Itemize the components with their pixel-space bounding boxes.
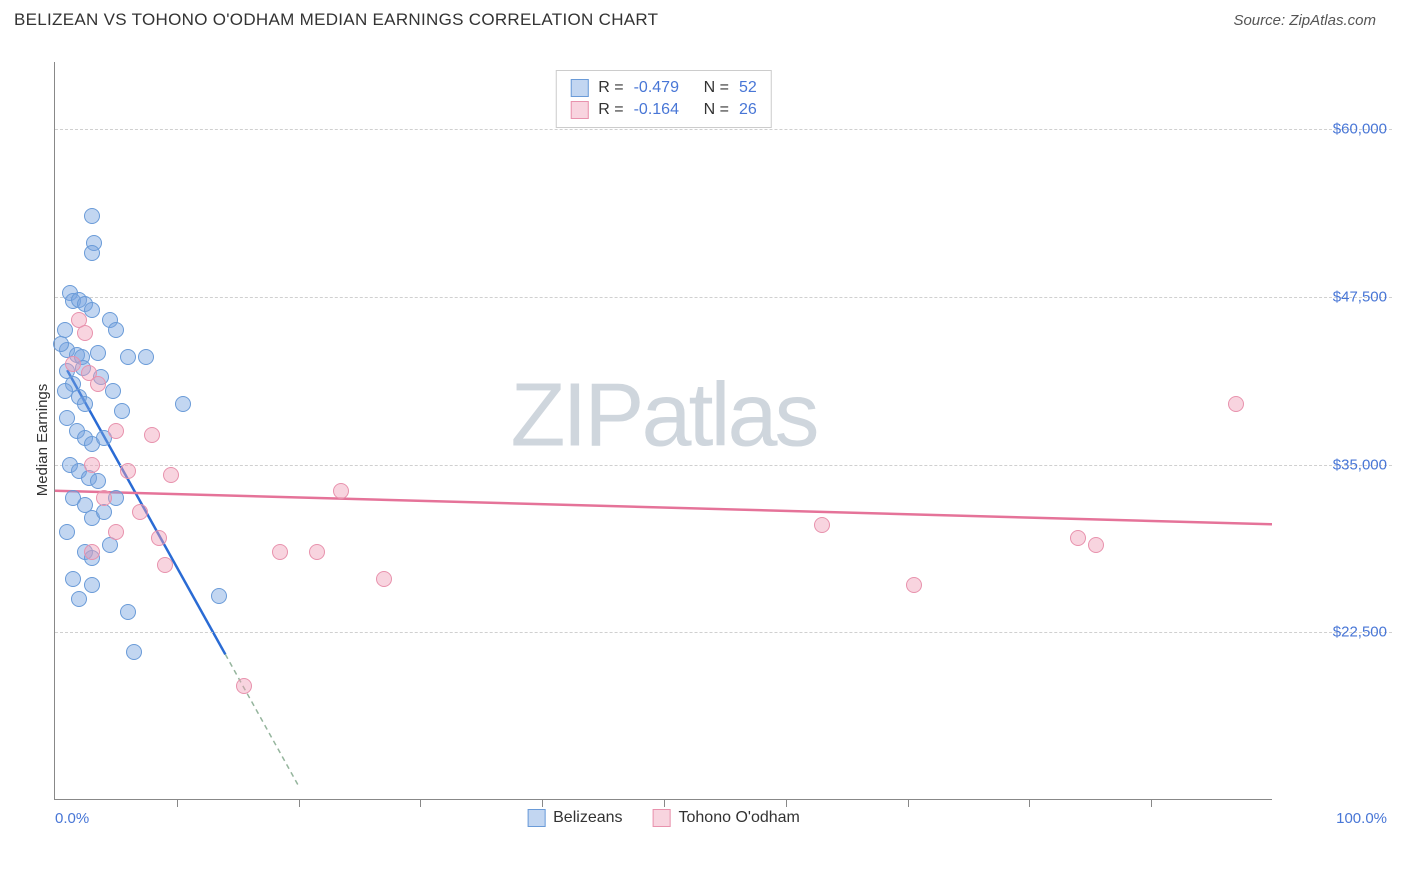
- legend-swatch: [653, 809, 671, 827]
- data-point: [120, 604, 136, 620]
- data-point: [211, 588, 227, 604]
- xaxis-min-label: 0.0%: [55, 810, 89, 827]
- data-point: [376, 571, 392, 587]
- xtick: [420, 799, 421, 807]
- legend-n-label: N =: [704, 79, 729, 97]
- data-point: [65, 571, 81, 587]
- data-point: [114, 403, 130, 419]
- series-legend-item: Belizeans: [527, 809, 622, 827]
- data-point: [108, 423, 124, 439]
- data-point: [309, 544, 325, 560]
- xaxis-max-label: 100.0%: [1336, 810, 1387, 827]
- data-point: [236, 678, 252, 694]
- xtick: [786, 799, 787, 807]
- xtick: [664, 799, 665, 807]
- watermark-zip: ZIP: [510, 365, 641, 465]
- chart-container: Median Earnings ZIPatlas R =-0.479N =52R…: [14, 50, 1392, 830]
- data-point: [77, 325, 93, 341]
- gridline: [55, 129, 1392, 130]
- data-point: [1228, 396, 1244, 412]
- chart-title: BELIZEAN VS TOHONO O'ODHAM MEDIAN EARNIN…: [14, 10, 658, 30]
- legend-r-value: -0.164: [634, 101, 694, 119]
- ytick-label: $60,000: [1277, 121, 1387, 138]
- data-point: [906, 577, 922, 593]
- yaxis-title: Median Earnings: [34, 384, 51, 497]
- data-point: [90, 345, 106, 361]
- data-point: [84, 457, 100, 473]
- data-point: [1088, 537, 1104, 553]
- legend-row: R = -0.479 N = 52: [570, 77, 756, 99]
- legend-r-label: R =: [598, 79, 623, 97]
- data-point: [126, 644, 142, 660]
- source-label: Source: ZipAtlas.com: [1233, 12, 1376, 29]
- series-legend-item: Tohono O'odham: [653, 809, 800, 827]
- data-point: [120, 349, 136, 365]
- legend-swatch: [570, 79, 588, 97]
- data-point: [84, 208, 100, 224]
- data-point: [108, 524, 124, 540]
- watermark: ZIPatlas: [510, 364, 816, 467]
- data-point: [333, 483, 349, 499]
- xtick: [908, 799, 909, 807]
- ytick-label: $47,500: [1277, 288, 1387, 305]
- data-point: [138, 349, 154, 365]
- data-point: [144, 427, 160, 443]
- xtick: [1029, 799, 1030, 807]
- data-point: [163, 467, 179, 483]
- legend-r-value: -0.479: [634, 79, 694, 97]
- data-point: [151, 530, 167, 546]
- data-point: [65, 356, 81, 372]
- series-name: Belizeans: [553, 809, 622, 827]
- xtick: [177, 799, 178, 807]
- xtick: [1151, 799, 1152, 807]
- data-point: [84, 577, 100, 593]
- data-point: [132, 504, 148, 520]
- gridline: [55, 632, 1392, 633]
- data-point: [814, 517, 830, 533]
- data-point: [1070, 530, 1086, 546]
- data-point: [84, 544, 100, 560]
- data-point: [53, 336, 69, 352]
- data-point: [175, 396, 191, 412]
- data-point: [105, 383, 121, 399]
- gridline: [55, 465, 1392, 466]
- ytick-label: $22,500: [1277, 624, 1387, 641]
- data-point: [157, 557, 173, 573]
- series-name: Tohono O'odham: [679, 809, 800, 827]
- legend-n-value: 26: [739, 101, 757, 119]
- legend-swatch: [570, 101, 588, 119]
- data-point: [120, 463, 136, 479]
- correlation-legend: R = -0.479 N = 52 R = -0.164 N = 26: [555, 70, 771, 128]
- data-point: [90, 376, 106, 392]
- series-legend: Belizeans Tohono O'odham: [527, 809, 800, 827]
- legend-n-label: N =: [704, 101, 729, 119]
- legend-n-value: 52: [739, 79, 757, 97]
- data-point: [90, 473, 106, 489]
- data-point: [77, 396, 93, 412]
- legend-r-label: R =: [598, 101, 623, 119]
- data-point: [96, 490, 112, 506]
- xtick: [299, 799, 300, 807]
- xtick: [542, 799, 543, 807]
- data-point: [71, 591, 87, 607]
- watermark-atlas: atlas: [641, 365, 816, 465]
- legend-row: R = -0.164 N = 26: [570, 99, 756, 121]
- data-point: [108, 322, 124, 338]
- gridline: [55, 297, 1392, 298]
- data-point: [84, 245, 100, 261]
- data-point: [57, 383, 73, 399]
- ytick-label: $35,000: [1277, 456, 1387, 473]
- data-point: [272, 544, 288, 560]
- data-point: [59, 524, 75, 540]
- plot-area: ZIPatlas R =-0.479N =52R =-0.164N =26 0.…: [54, 62, 1272, 800]
- legend-swatch: [527, 809, 545, 827]
